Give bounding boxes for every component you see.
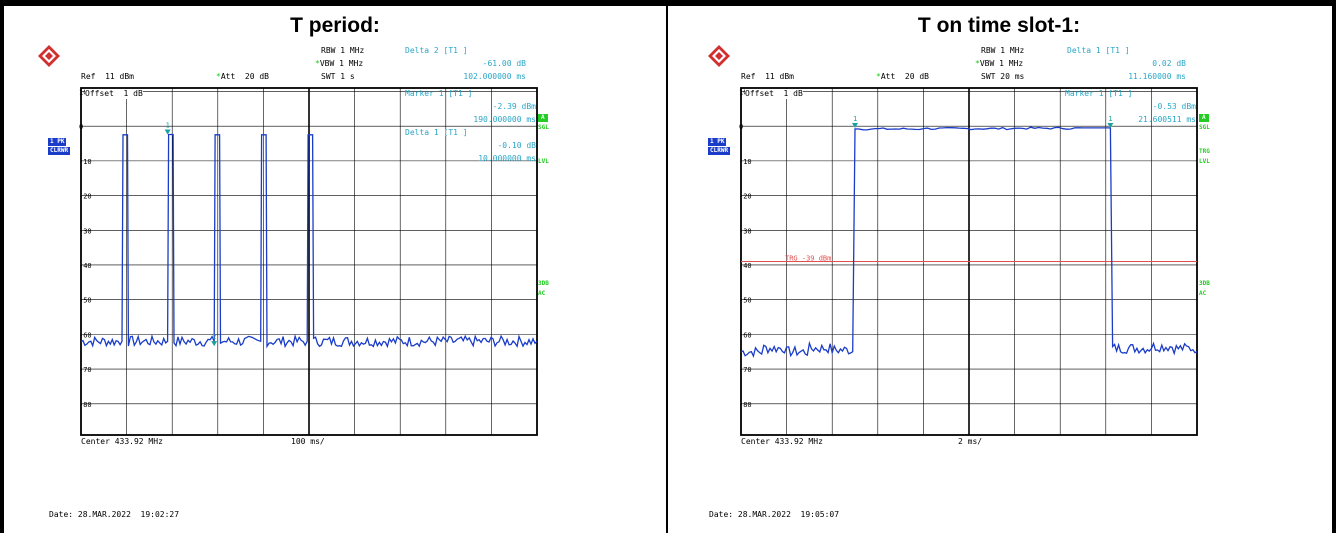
ytick-label: -40	[79, 262, 92, 270]
delta2-value: -0.10 dB	[497, 141, 536, 150]
ref-text: Ref 11 dBm	[81, 72, 134, 81]
marker-value: -2.39 dBm	[492, 102, 536, 111]
ref-text: Ref 11 dBm	[741, 72, 794, 81]
swt-text: SWT 20 ms	[981, 72, 1025, 81]
ac-label: AC	[538, 290, 546, 297]
delta-value: 0.02 dB	[1152, 59, 1186, 68]
marker-time: 190.000000 ms	[473, 115, 536, 124]
ytick-label: -10	[739, 158, 752, 166]
rohde-schwarz-logo-icon	[38, 45, 60, 67]
ytick-label: 10	[79, 88, 87, 96]
trace-clrwr-box: CLRWR	[48, 147, 71, 155]
ytick-label: 10	[739, 88, 747, 96]
ac-label: AC	[1199, 290, 1207, 297]
delta2-label: Delta 1 [T1 ]	[405, 128, 468, 137]
att-text: Att 20 dB	[220, 72, 269, 81]
rbw-text: RBW 1 MHz	[321, 46, 365, 55]
panel-t-period: T period: RBW 1 MHz *VBW 1 MHz SWT 1 s R…	[4, 0, 666, 533]
ytick-label: -60	[79, 331, 92, 339]
marker-tag: 1	[1108, 115, 1112, 123]
delta-label: Delta 2 [T1 ]	[405, 46, 468, 55]
offset-text: Offset 1 dB	[85, 89, 143, 99]
marker-label: Marker 1 [T1 ]	[405, 89, 473, 98]
date-text: Date: 28.MAR.2022 19:05:07	[709, 510, 840, 519]
center-freq-text: Center 433.92 MHz	[741, 437, 823, 446]
span-text: 2 ms/	[958, 437, 983, 446]
delta-label: Delta 1 [T1 ]	[1067, 46, 1130, 55]
vbw-text: VBW 1 MHz	[319, 59, 364, 68]
ytick-label: -50	[79, 297, 92, 305]
offset-text: Offset 1 dB	[745, 89, 803, 99]
panel-title: T period:	[290, 14, 380, 37]
delta-value: -61.00 dB	[482, 59, 526, 68]
marker-point	[1107, 122, 1114, 128]
marker-value: -0.53 dBm	[1152, 102, 1196, 111]
rbw-text: RBW 1 MHz	[981, 46, 1025, 55]
ytick-label: -30	[739, 227, 752, 235]
marker-tag: 1	[853, 115, 857, 123]
lvl-label: LVL	[538, 158, 549, 165]
panel-t-on-time: T on time slot-1: RBW 1 MHz *VBW 1 MHz S…	[668, 0, 1330, 533]
date-text: Date: 28.MAR.2022 19:02:27	[49, 510, 180, 519]
vbw-star-icon: *	[315, 59, 320, 68]
ytick-label: -40	[739, 262, 752, 270]
panel-divider	[666, 0, 668, 533]
vbw-star-icon: *	[975, 59, 980, 68]
span-text: 100 ms/	[291, 437, 325, 446]
ytick-label: -20	[79, 193, 92, 201]
ytick-label: -60	[739, 331, 752, 339]
marker-point	[164, 129, 171, 135]
trace-line	[740, 126, 1198, 359]
trigger-label: TRG -39 dBm	[785, 255, 831, 263]
trace-clrwr-box: CLRWR	[708, 147, 731, 155]
ytick-label: -10	[79, 158, 92, 166]
trace-mode-box: 1 PK	[48, 138, 67, 146]
rohde-schwarz-logo-icon	[708, 45, 730, 67]
delta2-time: 10.000000 ms	[478, 154, 536, 163]
marker-point	[211, 341, 218, 347]
trace-a-box: A	[538, 114, 548, 122]
panel-title: T on time slot-1:	[917, 14, 1081, 37]
plot-border	[80, 87, 538, 436]
ytick-label: -80	[739, 401, 752, 409]
vbw-text: VBW 1 MHz	[979, 59, 1024, 68]
delta-time: 102.000000 ms	[463, 72, 526, 81]
center-freq-text: Center 433.92 MHz	[81, 437, 163, 446]
lvl-label: LVL	[1199, 158, 1210, 165]
att-text: Att 20 dB	[880, 72, 929, 81]
trace-a-box: A	[1199, 114, 1209, 122]
3db-label: 3DB	[538, 280, 549, 287]
sgl-label: SGL	[1199, 124, 1210, 131]
att-star-icon: *	[216, 72, 221, 81]
marker-label: Marker 1 [T1 ]	[1065, 89, 1133, 98]
ytick-label: -70	[739, 366, 752, 374]
att-star-icon: *	[876, 72, 881, 81]
3db-label: 3DB	[1199, 280, 1210, 287]
ytick-label: -50	[739, 297, 752, 305]
marker-time: 21.600511 ms	[1138, 115, 1196, 124]
swt-text: SWT 1 s	[321, 72, 355, 81]
ytick-label: -80	[79, 401, 92, 409]
marker-tag: 2	[212, 333, 216, 341]
ytick-label: -20	[739, 193, 752, 201]
marker-point	[852, 123, 858, 129]
delta-time: 11.160000 ms	[1128, 72, 1186, 81]
marker-tag: 1	[166, 121, 170, 129]
trace-line	[80, 133, 538, 349]
trg-label: TRG	[1199, 148, 1210, 155]
sgl-label: SGL	[538, 124, 549, 131]
ytick-label: -30	[79, 227, 92, 235]
trace-mode-box: 1 PK	[708, 138, 727, 146]
ytick-label: -70	[79, 366, 92, 374]
